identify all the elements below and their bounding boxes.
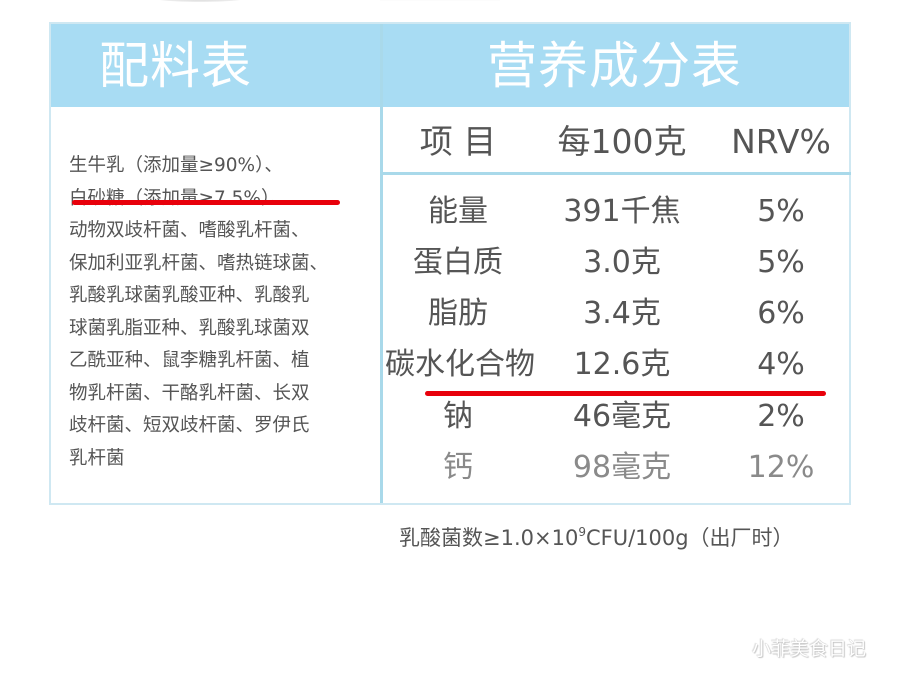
header-per-100g: 每100克: [557, 122, 687, 161]
row-value: 3.4克: [583, 296, 661, 331]
ingredient-line: 乙酰亚种、鼠李糖乳杆菌、植: [69, 350, 310, 371]
row-nrv: 6%: [757, 296, 805, 331]
watermark: 小菲美食日记: [752, 638, 867, 660]
ingredients-title: 配料表: [99, 37, 252, 95]
ingredient-line: 保加利亚乳杆菌、嗜热链球菌、: [69, 252, 329, 274]
row-item: 钠: [443, 399, 473, 434]
ingredient-line: 动物双歧杆菌、嗜酸乳杆菌、: [69, 220, 310, 241]
row-nrv: 12%: [747, 450, 815, 485]
highlight-underline-sugar: [72, 200, 340, 205]
footnote-exponent: 9: [578, 525, 586, 539]
ingredient-line: 物乳杆菌、干酪乳杆菌、长双: [69, 382, 310, 404]
ingredient-line: 乳酸乳球菌乳酸亚种、乳酸乳: [69, 285, 310, 306]
ingredient-line: 歧杆菌、短双歧杆菌、罗伊氏: [69, 415, 310, 436]
ingredient-line-highlighted: 白砂糖（添加量≥7.5%）、: [69, 187, 289, 209]
ingredients-list: 生牛乳（添加量≥90%）、 白砂糖（添加量≥7.5%）、 动物双歧杆菌、嗜酸乳杆…: [69, 150, 377, 475]
row-value: 391千焦: [563, 194, 681, 229]
header-item: 项 目: [419, 122, 497, 161]
row-value: 12.6克: [573, 347, 671, 382]
row-value: 3.0克: [583, 245, 661, 280]
row-nrv: 5%: [757, 245, 805, 280]
row-nrv: 4%: [757, 347, 805, 382]
row-item: 能量: [428, 194, 488, 229]
row-item: 脂肪: [428, 296, 488, 331]
nutrition-row-sodium: 钠 46毫克 2%: [383, 392, 851, 442]
header-nrv: NRV%: [731, 122, 831, 161]
footnote-prefix: 乳酸菌数≥1.0×10: [399, 526, 579, 550]
nutrition-row-energy: 能量 391千焦 5%: [383, 187, 851, 237]
ingredient-line: 球菌乳脂亚种、乳酸乳球菌双: [69, 317, 310, 339]
column-divider: [380, 24, 383, 503]
row-value: 98毫克: [572, 450, 672, 485]
row-nrv: 2%: [757, 399, 805, 434]
row-value: 46毫克: [572, 399, 672, 434]
nutrition-header-row: 项 目 每100克 NRV%: [383, 114, 851, 170]
nutrition-row-fat: 脂肪 3.4克 6%: [383, 289, 851, 339]
nutrition-row-calcium: 钙 98毫克 12%: [383, 443, 851, 493]
highlight-underline-carbohydrate: [425, 391, 826, 396]
row-item: 碳水化合物: [385, 347, 535, 382]
nutrition-title: 营养成分表: [487, 37, 742, 95]
nutrition-row-carbohydrate: 碳水化合物 12.6克 4%: [383, 340, 851, 390]
row-item: 蛋白质: [413, 245, 503, 280]
header-band: [51, 24, 849, 107]
label-panel: 配料表 营养成分表 生牛乳（添加量≥90%）、 白砂糖（添加量≥7.5%）、 动…: [49, 22, 851, 505]
ingredient-line: 乳杆菌: [69, 447, 125, 469]
nutrition-row-protein: 蛋白质 3.0克 5%: [383, 238, 851, 288]
row-item: 钙: [443, 450, 473, 485]
product-image-fragment-right: [380, 0, 500, 1]
lactic-bacteria-count-note: 乳酸菌数≥1.0×109CFU/100g（出厂时）: [399, 517, 794, 553]
header-divider: [383, 172, 851, 175]
product-image-fragment-left: [150, 0, 250, 2]
row-nrv: 5%: [757, 194, 805, 229]
ingredient-line: 生牛乳（添加量≥90%）、: [69, 155, 283, 176]
footnote-suffix: CFU/100g（出厂时）: [585, 526, 794, 550]
